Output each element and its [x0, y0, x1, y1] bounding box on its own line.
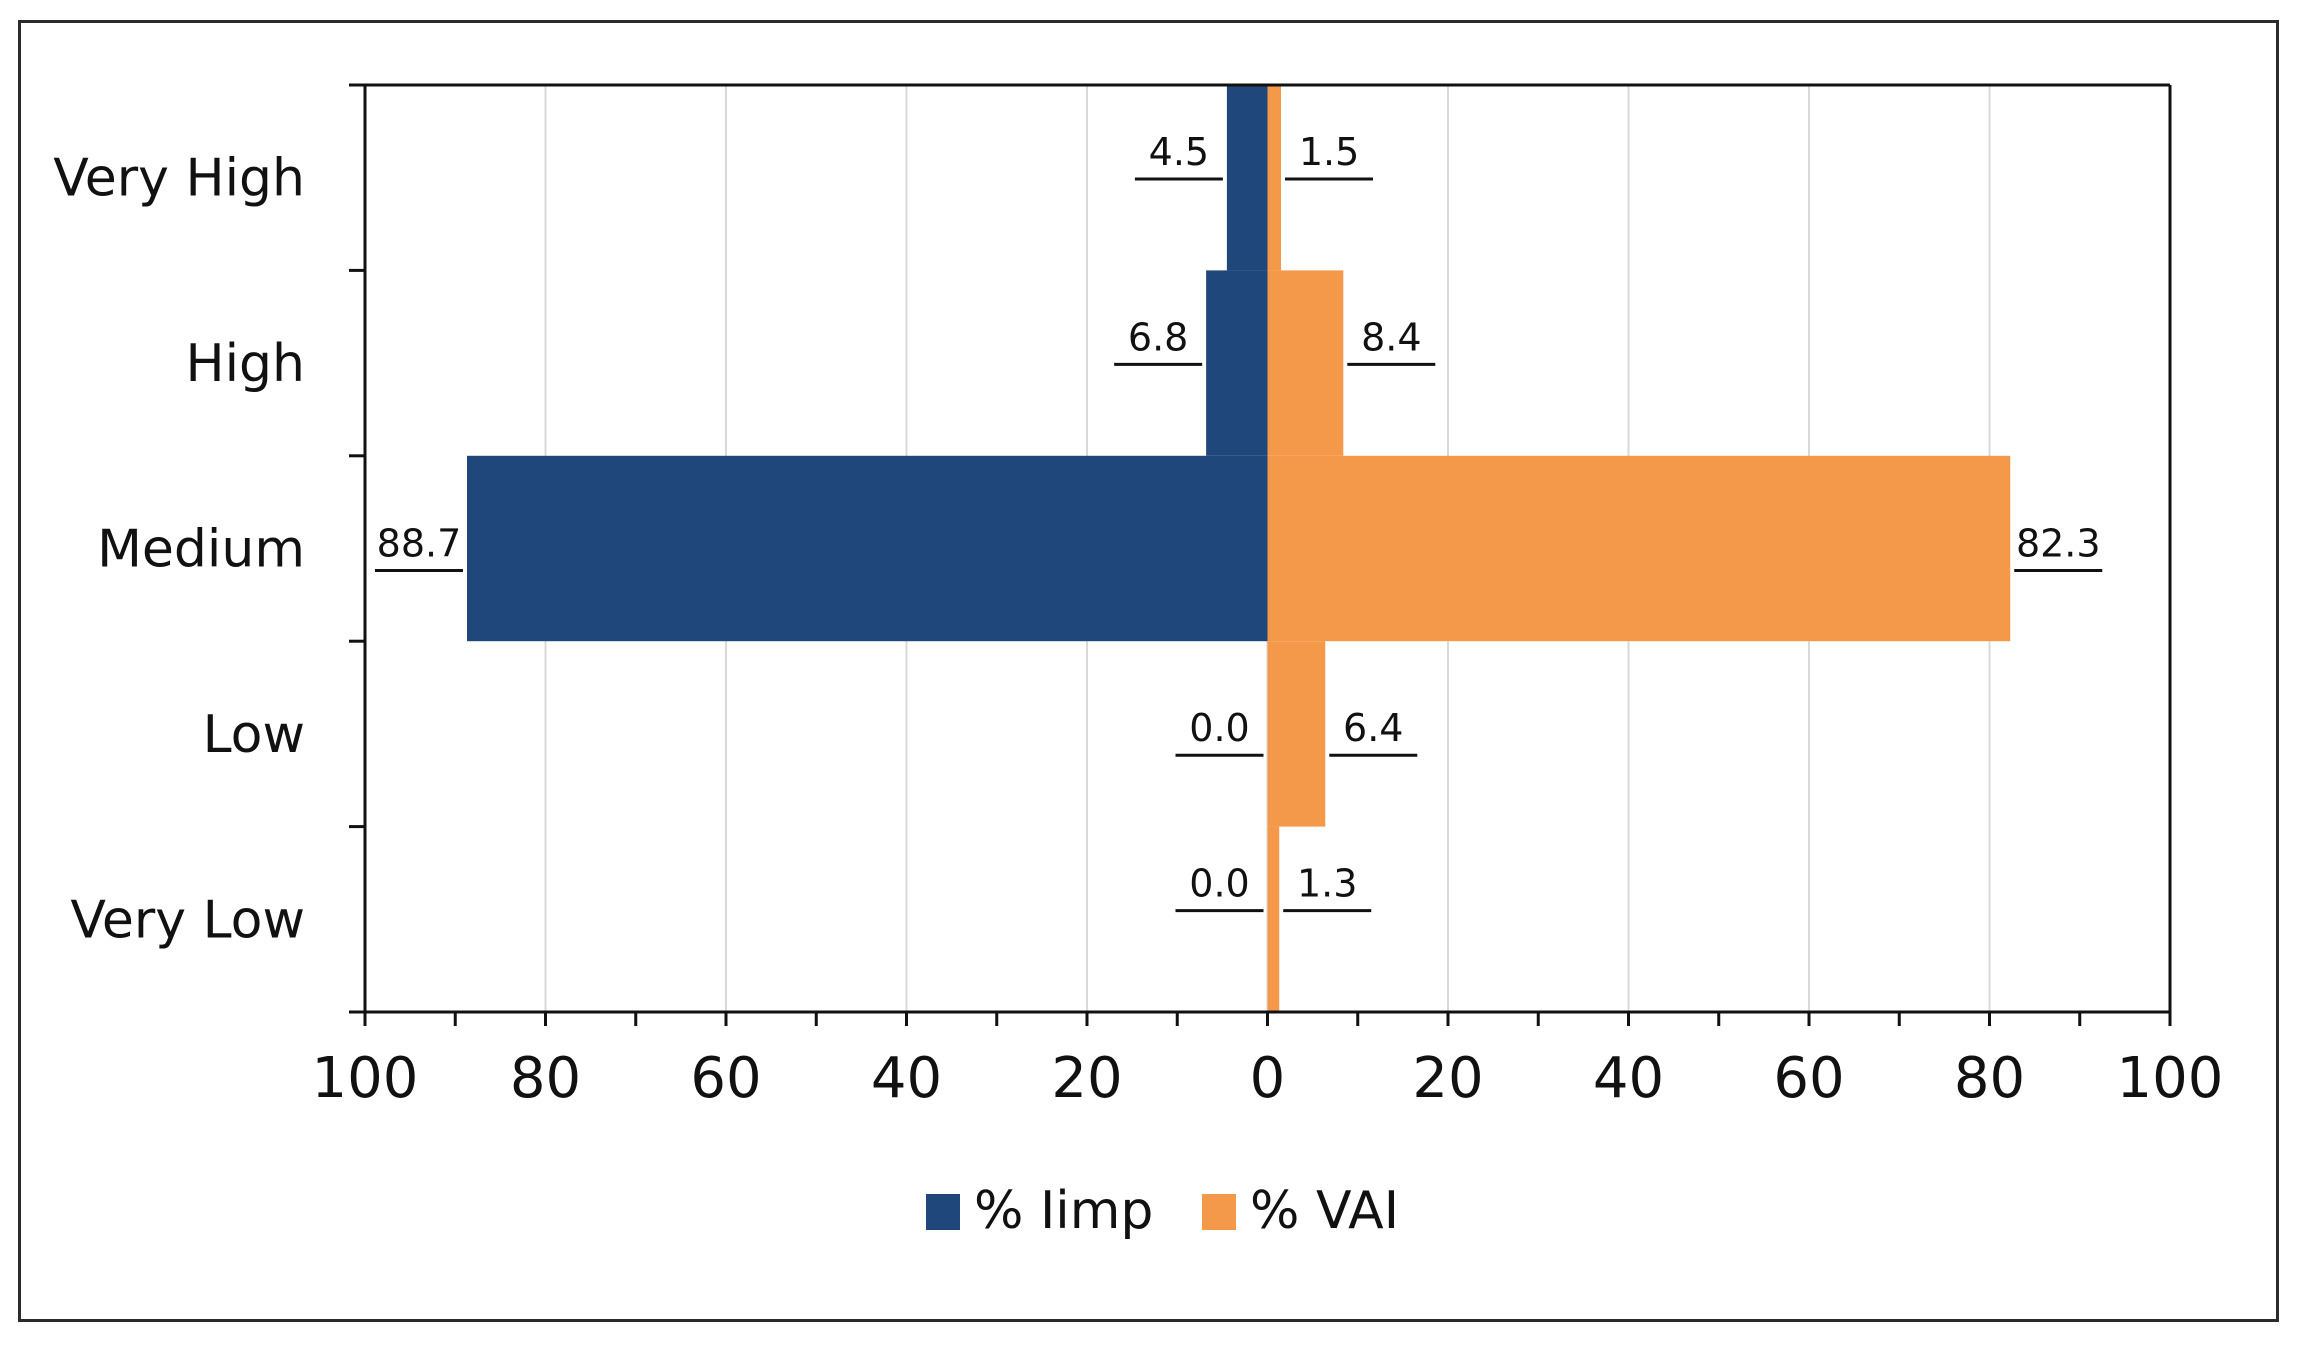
data-label-iimp: 0.0: [1189, 706, 1249, 750]
data-label-iimp: 0.0: [1189, 862, 1249, 906]
legend-swatch-vai: [1202, 1194, 1236, 1230]
chart-frame: [18, 20, 2279, 1322]
data-label-vai: 6.4: [1343, 706, 1403, 750]
x-tick-label: 80: [510, 1046, 581, 1111]
category-label: High: [185, 334, 305, 394]
x-tick-label: 60: [690, 1046, 761, 1111]
x-tick-label: 20: [1412, 1046, 1483, 1111]
bar-iimp: [466, 455, 1268, 642]
category-label: Low: [203, 705, 305, 765]
legend-swatch-iimp: [926, 1194, 960, 1230]
data-label-iimp: 88.7: [377, 522, 462, 566]
data-labels: 4.5 1.5 6.8 8.4 88.7 82.3 0.0 6.4 0.0 1.3: [374, 130, 2103, 913]
bars: [466, 85, 2011, 1012]
bar-vai: [1267, 455, 2011, 642]
category-label: Medium: [97, 520, 305, 580]
legend-label-vai: % VAI: [1250, 1181, 1399, 1241]
x-tick-label: 100: [2117, 1046, 2224, 1111]
x-tick-label: 80: [1954, 1046, 2025, 1111]
legend: % Iimp % VAI: [926, 1181, 1399, 1241]
bar-iimp: [1226, 85, 1268, 271]
x-tick-label: 40: [871, 1046, 942, 1111]
bar-vai: [1267, 826, 1280, 1012]
x-tick-label: 20: [1051, 1046, 1122, 1111]
data-label-vai: 8.4: [1361, 315, 1421, 359]
data-label-iimp: 6.8: [1128, 315, 1188, 359]
x-tick-label: 0: [1250, 1046, 1286, 1111]
x-tick-label: 100: [312, 1046, 419, 1111]
bar-vai: [1267, 85, 1282, 271]
bar-iimp: [1206, 270, 1268, 456]
data-label-iimp: 4.5: [1149, 130, 1209, 174]
bar-vai: [1267, 641, 1326, 827]
category-label: Very High: [53, 149, 305, 209]
x-tick-label: 60: [1773, 1046, 1844, 1111]
data-label-vai: 82.3: [2016, 522, 2101, 566]
axes: [349, 83, 2172, 1026]
bar-vai: [1267, 270, 1344, 456]
category-labels: Very High High Medium Low Very Low: [53, 149, 305, 951]
x-tick-labels: 100 80 60 40 20 0 20 40 60 80 100: [312, 1046, 2224, 1111]
x-tick-label: 40: [1593, 1046, 1664, 1111]
data-label-vai: 1.3: [1297, 862, 1357, 906]
legend-label-iimp: % Iimp: [974, 1181, 1153, 1241]
category-label: Very Low: [70, 890, 305, 950]
data-label-vai: 1.5: [1299, 130, 1359, 174]
